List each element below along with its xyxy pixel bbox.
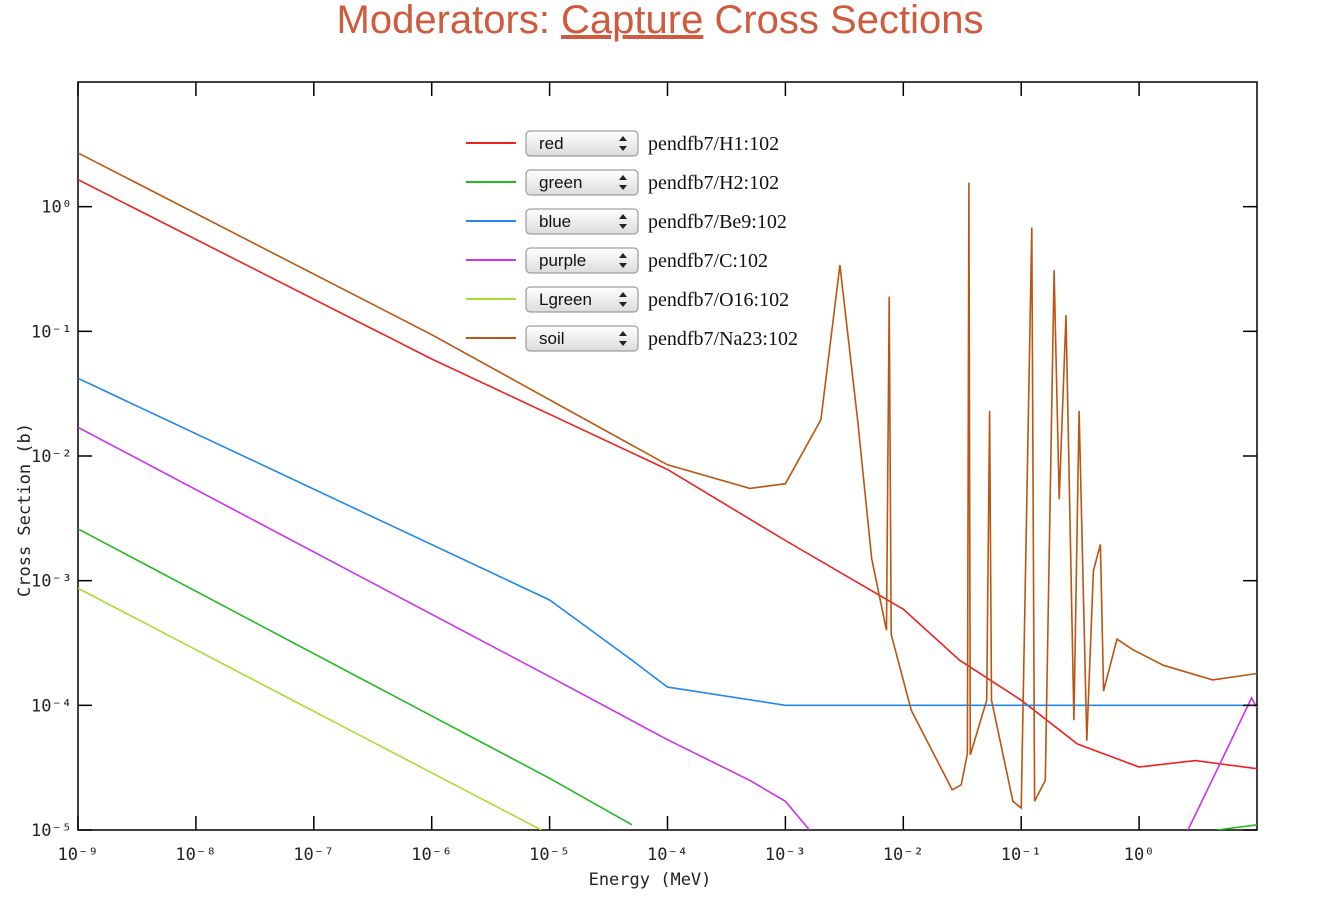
dropdown-box bbox=[525, 247, 639, 274]
dropdown-value: Lgreen bbox=[539, 290, 592, 309]
title-part: Moderators: bbox=[337, 0, 562, 42]
legend-label: pendfb7/H2:102 bbox=[648, 172, 779, 194]
x-tick-label: 10⁻⁶ bbox=[411, 845, 452, 865]
y-tick-label: 10⁻⁴ bbox=[31, 696, 72, 716]
x-tick-label: 10⁻⁴ bbox=[647, 845, 688, 865]
legend-label: pendfb7/C:102 bbox=[648, 250, 768, 272]
legend-dropdown[interactable]: red bbox=[525, 130, 639, 157]
y-tick-label: 10⁻³ bbox=[31, 572, 72, 592]
dropdown-value: red bbox=[539, 134, 564, 153]
x-tick-label: 10⁰ bbox=[1124, 845, 1155, 865]
x-axis-label: Energy (MeV) bbox=[589, 870, 712, 890]
x-tick-label: 10⁻¹ bbox=[1001, 845, 1042, 865]
title-part: Cross Sections bbox=[703, 0, 983, 42]
dropdown-arrows bbox=[619, 253, 627, 268]
x-tick-label: 10⁻⁹ bbox=[58, 845, 99, 865]
dropdown-arrows bbox=[619, 292, 627, 307]
title-part: Capture bbox=[561, 0, 703, 42]
legend-label: pendfb7/O16:102 bbox=[648, 289, 789, 311]
dropdown-value: purple bbox=[539, 251, 586, 270]
y-tick-label: 10⁻¹ bbox=[31, 322, 72, 342]
dropdown-value: soil bbox=[539, 329, 565, 348]
series-line bbox=[78, 426, 1257, 830]
x-tick-label: 10⁻³ bbox=[765, 845, 806, 865]
legend-dropdown[interactable]: blue bbox=[525, 208, 639, 235]
dropdown-box bbox=[525, 325, 639, 352]
y-axis-label: Cross Section (b) bbox=[15, 423, 35, 597]
legend-label: pendfb7/H1:102 bbox=[648, 133, 779, 155]
x-tick-label: 10⁻⁸ bbox=[175, 845, 216, 865]
x-tick-label: 10⁻⁵ bbox=[529, 845, 570, 865]
legend-label: pendfb7/Be9:102 bbox=[648, 211, 787, 233]
dropdown-value: green bbox=[539, 173, 582, 192]
dropdown-arrows bbox=[619, 175, 627, 190]
dropdown-arrows bbox=[619, 331, 627, 346]
dropdown-box bbox=[525, 169, 639, 196]
legend-dropdown[interactable]: soil bbox=[525, 325, 639, 352]
dropdown-arrows bbox=[619, 136, 627, 151]
series-line bbox=[78, 587, 542, 830]
legend-dropdown[interactable]: purple bbox=[525, 247, 639, 274]
series-line bbox=[78, 152, 1257, 810]
dropdown-box bbox=[525, 208, 639, 235]
legend-label: pendfb7/Na23:102 bbox=[648, 328, 798, 350]
dropdown-box bbox=[525, 130, 639, 157]
y-tick-label: 10⁰ bbox=[41, 198, 72, 218]
series-line bbox=[78, 178, 1257, 770]
dropdown-value: blue bbox=[539, 212, 571, 231]
x-tick-label: 10⁻⁷ bbox=[293, 845, 334, 865]
y-tick-label: 10⁻² bbox=[31, 447, 72, 467]
series-line bbox=[78, 528, 1257, 830]
chart-title: Moderators: Capture Cross Sections bbox=[337, 0, 984, 42]
legend-dropdown[interactable]: green bbox=[525, 169, 639, 196]
legend-dropdown[interactable]: Lgreen bbox=[525, 286, 639, 313]
x-tick-label: 10⁻² bbox=[883, 845, 924, 865]
y-tick-label: 10⁻⁵ bbox=[31, 821, 72, 841]
series-line bbox=[78, 377, 1257, 707]
dropdown-box bbox=[525, 286, 639, 313]
dropdown-arrows bbox=[619, 214, 627, 229]
